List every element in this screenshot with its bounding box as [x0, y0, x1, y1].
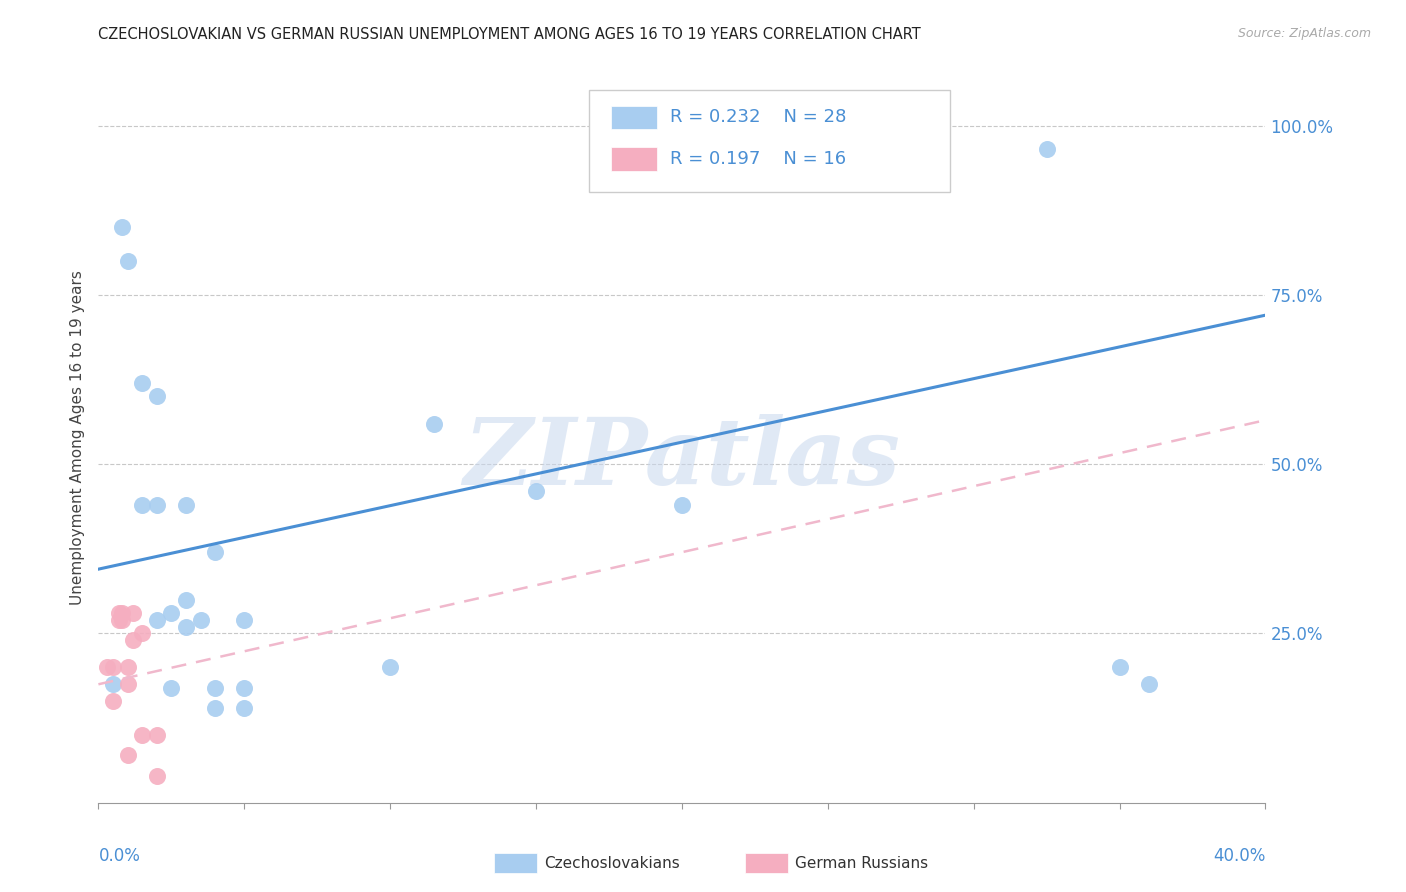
Point	[146, 728, 169, 742]
Point	[233, 681, 256, 695]
Point	[204, 701, 226, 715]
Point	[190, 613, 212, 627]
Point	[122, 606, 145, 620]
Point	[233, 613, 256, 627]
Point	[101, 694, 124, 708]
Point	[111, 606, 134, 620]
Point	[671, 498, 693, 512]
Point	[524, 484, 547, 499]
Text: Source: ZipAtlas.com: Source: ZipAtlas.com	[1237, 27, 1371, 40]
Point	[117, 677, 139, 691]
Text: German Russians: German Russians	[796, 856, 928, 871]
FancyBboxPatch shape	[610, 106, 658, 129]
Text: 0.0%: 0.0%	[98, 847, 141, 864]
Point	[1137, 677, 1160, 691]
Text: 40.0%: 40.0%	[1213, 847, 1265, 864]
Text: CZECHOSLOVAKIAN VS GERMAN RUSSIAN UNEMPLOYMENT AMONG AGES 16 TO 19 YEARS CORRELA: CZECHOSLOVAKIAN VS GERMAN RUSSIAN UNEMPL…	[98, 27, 921, 42]
Point	[160, 606, 183, 620]
Point	[1108, 660, 1130, 674]
Point	[1035, 142, 1057, 156]
Point	[160, 681, 183, 695]
Point	[117, 748, 139, 763]
Point	[146, 769, 169, 783]
Point	[174, 498, 197, 512]
Point	[146, 613, 169, 627]
Point	[117, 254, 139, 268]
Point	[101, 660, 124, 674]
Point	[96, 660, 118, 674]
Point	[204, 545, 226, 559]
Text: R = 0.197    N = 16: R = 0.197 N = 16	[671, 150, 846, 168]
Point	[101, 677, 124, 691]
Point	[111, 220, 134, 235]
Point	[146, 389, 169, 403]
Point	[131, 728, 153, 742]
Point	[378, 660, 402, 674]
Point	[174, 592, 197, 607]
Point	[233, 701, 256, 715]
Point	[146, 498, 169, 512]
Point	[131, 376, 153, 390]
Text: ZIPatlas: ZIPatlas	[464, 414, 900, 504]
Text: Czechoslovakians: Czechoslovakians	[544, 856, 681, 871]
Point	[204, 681, 226, 695]
Text: R = 0.232    N = 28: R = 0.232 N = 28	[671, 109, 846, 127]
FancyBboxPatch shape	[589, 90, 950, 192]
Point	[131, 626, 153, 640]
Point	[423, 417, 446, 431]
Point	[671, 142, 693, 156]
FancyBboxPatch shape	[494, 854, 537, 873]
Point	[108, 606, 131, 620]
Point	[131, 498, 153, 512]
Point	[111, 613, 134, 627]
Point	[174, 620, 197, 634]
Point	[122, 633, 145, 648]
Point	[108, 613, 131, 627]
Y-axis label: Unemployment Among Ages 16 to 19 years: Unemployment Among Ages 16 to 19 years	[69, 269, 84, 605]
Point	[117, 660, 139, 674]
FancyBboxPatch shape	[745, 854, 789, 873]
FancyBboxPatch shape	[610, 147, 658, 171]
